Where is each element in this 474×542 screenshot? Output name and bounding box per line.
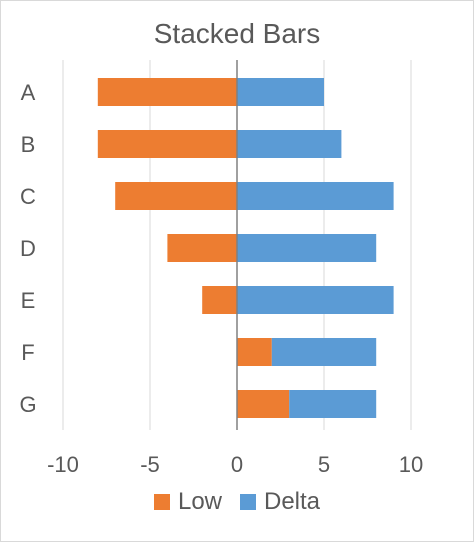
x-tick-labels: -10 -5 0 5 10 (47, 452, 423, 477)
x-tick-label: -5 (140, 452, 160, 477)
y-tick-label: E (21, 288, 36, 313)
y-tick-labels: A B C D E F G (19, 80, 36, 417)
bars (97, 78, 394, 418)
x-tick-label: 0 (231, 452, 243, 477)
x-tick-label: 10 (399, 452, 423, 477)
bar-delta (289, 390, 377, 418)
y-tick-label: F (21, 340, 34, 365)
y-tick-label: B (21, 132, 36, 157)
bar-low (97, 130, 237, 158)
legend-label-delta: Delta (264, 488, 321, 515)
bar-delta (237, 130, 342, 158)
legend-swatch-delta (240, 494, 256, 510)
y-tick-label: D (20, 236, 36, 261)
bar-low (115, 182, 237, 210)
bar-delta (237, 286, 394, 314)
legend-item-low: Low (153, 488, 222, 516)
bar-low (97, 78, 237, 106)
y-tick-label: G (19, 392, 36, 417)
x-tick-label: 5 (318, 452, 330, 477)
bar-low (237, 338, 272, 366)
legend-item-delta: Delta (240, 488, 320, 516)
bar-low (237, 390, 290, 418)
bar-delta (271, 338, 377, 366)
bar-delta (237, 182, 394, 210)
bar-delta (237, 234, 377, 262)
bar-low (202, 286, 237, 314)
legend-swatch-low (153, 494, 170, 510)
bar-low (167, 234, 237, 262)
y-tick-label: C (20, 184, 36, 209)
x-tick-label: -10 (47, 452, 79, 477)
chart-title: Stacked Bars (153, 18, 321, 49)
bar-delta (237, 78, 324, 106)
y-tick-label: A (21, 80, 36, 105)
legend-label-low: Low (177, 488, 222, 515)
legend: Low Delta (0, 488, 474, 516)
